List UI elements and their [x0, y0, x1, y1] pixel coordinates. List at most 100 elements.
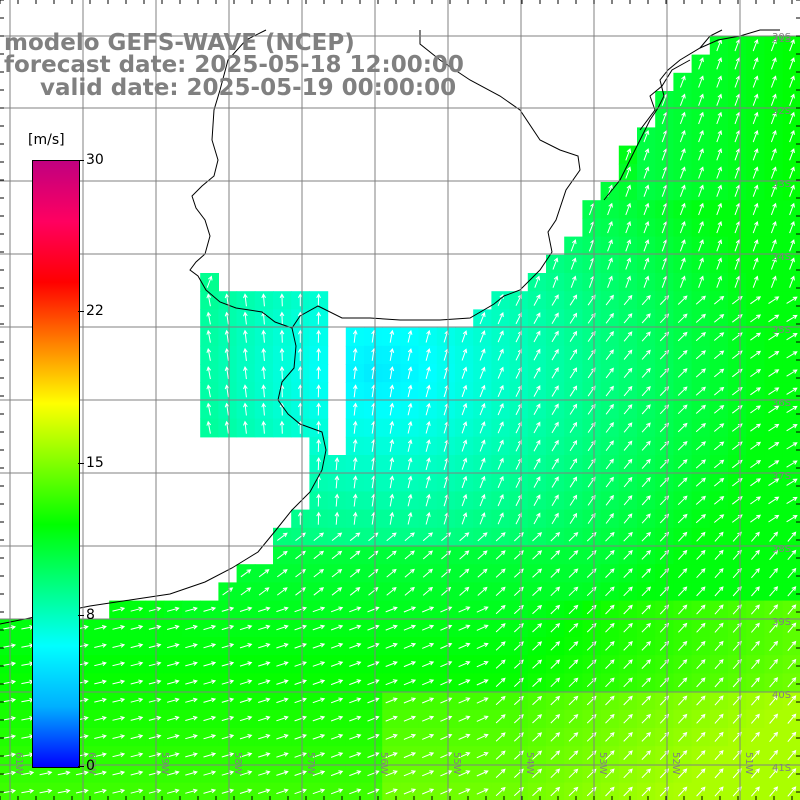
- wind-arrow: [643, 184, 650, 197]
- wind-arrow: [698, 275, 704, 288]
- wind-arrow: [641, 422, 651, 433]
- wind-arrow: [768, 387, 780, 396]
- wind-arrow: [367, 624, 380, 631]
- wind-arrow: [385, 679, 398, 686]
- wind-arrow: [166, 734, 180, 740]
- wind-arrow: [569, 349, 578, 361]
- wind-arrow: [389, 493, 395, 507]
- wind-arrow: [713, 459, 725, 469]
- wind-arrow: [330, 770, 344, 777]
- wind-arrow: [550, 713, 561, 724]
- wind-arrow: [787, 658, 797, 670]
- wind-arrow: [312, 752, 326, 758]
- wind-arrow: [750, 514, 762, 523]
- wind-arrow: [495, 677, 506, 687]
- wind-arrow: [696, 568, 706, 579]
- wind-arrow: [461, 457, 468, 470]
- wind-arrow: [533, 403, 541, 416]
- wind-arrow: [551, 476, 559, 488]
- wind-arrow: [349, 679, 362, 686]
- wind-arrow: [605, 786, 615, 797]
- wind-arrow: [3, 734, 17, 739]
- title-valid-date: valid date: 2025-05-19 00:00:00: [40, 75, 457, 101]
- wind-arrow: [112, 752, 126, 758]
- wind-arrow: [532, 568, 543, 578]
- wind-arrow: [769, 549, 779, 561]
- wind-arrow: [550, 677, 561, 688]
- wind-arrow: [605, 713, 615, 724]
- wind-arrow: [206, 402, 212, 416]
- latitude-label: 31S: [772, 34, 791, 45]
- wind-arrow: [221, 752, 235, 758]
- wind-arrow: [769, 586, 779, 597]
- wind-arrow: [440, 770, 453, 777]
- wind-arrow: [425, 384, 431, 398]
- wind-arrow: [458, 679, 471, 686]
- wind-arrow: [440, 679, 453, 686]
- wind-arrow: [312, 697, 326, 704]
- wind-arrow: [569, 367, 578, 379]
- wind-arrow: [751, 549, 760, 560]
- wind-arrow: [425, 402, 431, 416]
- wind-arrow: [641, 586, 652, 597]
- wind-arrow: [422, 624, 435, 631]
- wind-arrow: [497, 421, 504, 434]
- wind-arrow: [643, 275, 650, 288]
- wind-arrow: [334, 511, 340, 525]
- wind-arrow: [786, 333, 798, 341]
- wind-arrow: [750, 314, 762, 323]
- wind-arrow: [769, 604, 779, 615]
- wind-arrow: [770, 202, 777, 216]
- wind-arrow: [3, 661, 17, 667]
- wind-arrow: [533, 348, 541, 361]
- wind-arrow: [641, 531, 652, 542]
- longitude-label: 53W: [597, 752, 608, 775]
- wind-arrow: [769, 786, 779, 797]
- wind-arrow: [258, 587, 270, 596]
- wind-arrow: [770, 75, 777, 88]
- wind-arrow: [316, 402, 321, 416]
- colorbar-tick-label: 8: [86, 607, 95, 623]
- wind-arrow: [385, 752, 398, 758]
- wind-arrow: [641, 404, 651, 415]
- wind-arrow: [768, 296, 780, 305]
- wind-arrow: [148, 643, 162, 649]
- wind-arrow: [243, 384, 248, 398]
- wind-arrow: [550, 732, 561, 742]
- wind-arrow: [678, 695, 688, 706]
- wind-arrow: [367, 661, 380, 667]
- title-forecast-date: forecast date: 2025-05-18 12:00:00: [4, 52, 464, 78]
- wind-arrow: [695, 404, 706, 414]
- wind-arrow: [768, 405, 780, 414]
- wind-arrow: [479, 421, 486, 434]
- wind-arrow: [130, 624, 144, 630]
- wind-arrow: [403, 624, 417, 631]
- wind-arrow: [185, 679, 198, 685]
- wind-arrow: [769, 695, 779, 706]
- latitude-label: 41S: [772, 763, 791, 774]
- wind-arrow: [148, 624, 162, 630]
- wind-arrow: [479, 330, 486, 343]
- wind-arrow: [243, 329, 248, 343]
- wind-arrow: [605, 659, 615, 669]
- wind-arrow: [222, 587, 234, 596]
- wind-arrow: [258, 715, 271, 722]
- wind-arrow: [185, 734, 198, 740]
- wind-arrow: [695, 313, 706, 323]
- wind-arrow: [385, 697, 398, 704]
- wind-arrow: [678, 568, 688, 579]
- wind-arrow: [440, 697, 453, 704]
- wind-arrow: [568, 622, 579, 633]
- wind-arrow: [787, 531, 797, 542]
- longitude-label: 54W: [524, 752, 535, 775]
- wind-arrow: [641, 295, 651, 306]
- wind-arrow: [221, 679, 235, 685]
- wind-arrow: [258, 624, 271, 631]
- wind-arrow: [130, 734, 144, 740]
- wind-arrow: [261, 347, 267, 361]
- wind-arrow: [166, 661, 180, 667]
- wind-arrow: [752, 275, 759, 288]
- wind-arrow: [751, 713, 760, 724]
- wind-arrow: [367, 770, 380, 777]
- wind-arrow: [461, 330, 468, 343]
